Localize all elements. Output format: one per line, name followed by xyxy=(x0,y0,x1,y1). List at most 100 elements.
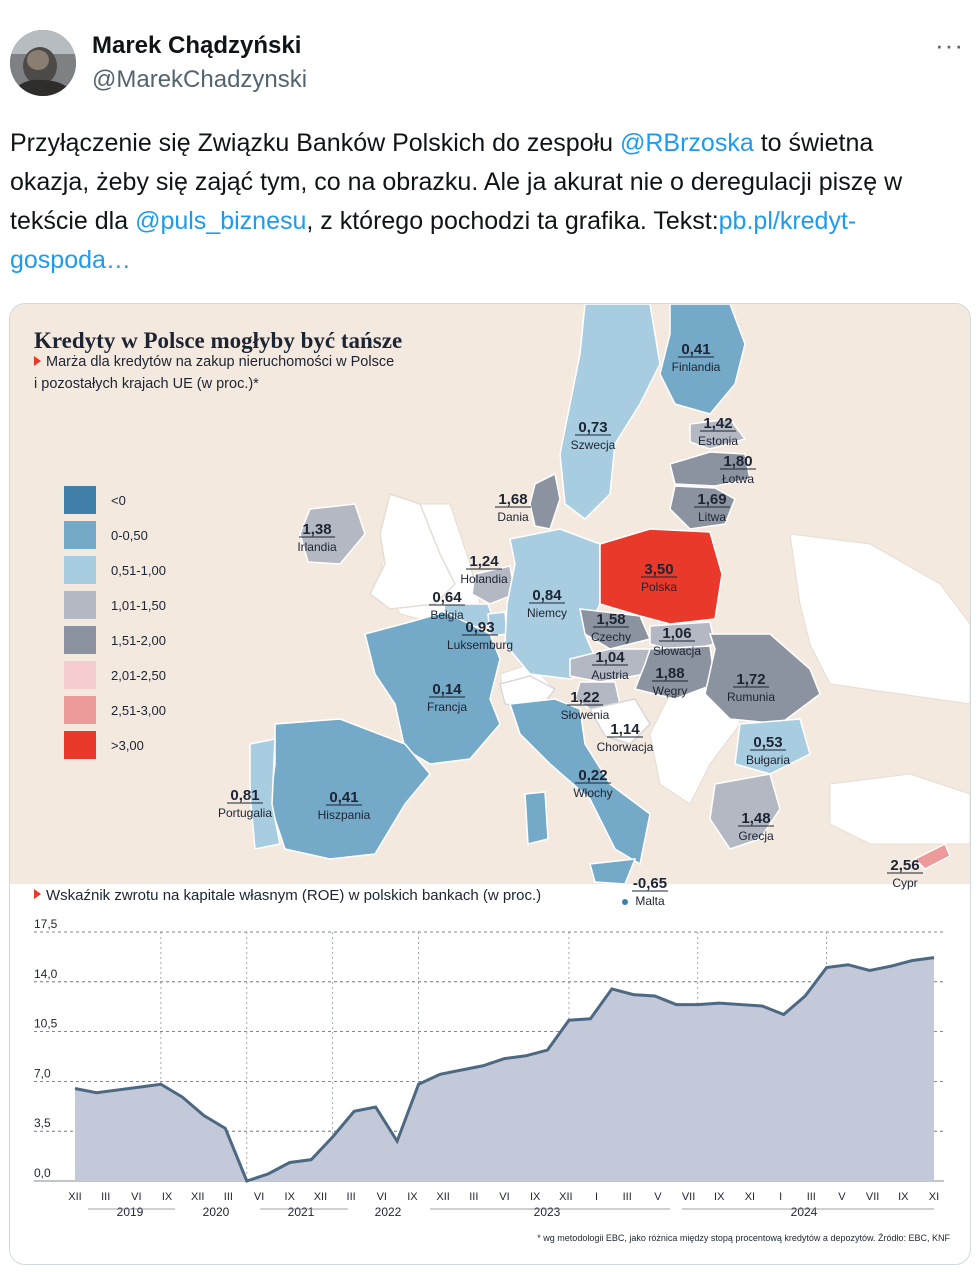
x-month-label: V xyxy=(838,1191,846,1203)
country-name: Belgia xyxy=(430,608,464,622)
x-month-label: IX xyxy=(898,1191,909,1203)
legend-label: 2,01-2,50 xyxy=(111,668,166,683)
author-name[interactable]: Marek Chądzyński xyxy=(92,32,302,59)
map-szwecja xyxy=(559,304,661,520)
country-name: Słowenia xyxy=(561,708,610,722)
tweet-image[interactable]: Kredyty w Polsce mogłyby być tańsze Marż… xyxy=(9,303,971,1265)
country-value: 0,22 xyxy=(578,767,607,784)
x-month-label: VII xyxy=(866,1191,879,1203)
country-value: 1,04 xyxy=(595,649,625,666)
legend-label: 0-0,50 xyxy=(111,528,148,543)
map-sycylia xyxy=(589,858,637,885)
x-month-label: VI xyxy=(254,1191,264,1203)
country-name: Węgry xyxy=(653,684,688,698)
country-name: Szwecja xyxy=(571,438,616,452)
legend-label: <0 xyxy=(111,493,126,508)
country-name: Dania xyxy=(497,510,529,524)
country-name: Finlandia xyxy=(672,360,721,374)
country-value: 0,84 xyxy=(532,587,562,604)
country-name: Litwa xyxy=(698,510,726,524)
x-year-label: 2019 xyxy=(117,1205,144,1219)
map-wielka-brytania xyxy=(369,493,456,610)
x-month-label: IX xyxy=(530,1191,541,1203)
legend-swatch xyxy=(64,731,96,759)
country-value: 1,80 xyxy=(723,453,752,470)
infographic-subtitle-1: Marża dla kredytów na zakup nieruchomośc… xyxy=(46,354,394,370)
x-month-label: I xyxy=(595,1191,598,1203)
country-value: 1,42 xyxy=(703,415,732,432)
x-month-label: VI xyxy=(131,1191,141,1203)
country-value: 2,56 xyxy=(890,857,919,874)
article-link[interactable]: pb.pl/kredyt-gospoda… xyxy=(10,207,857,274)
x-month-label: III xyxy=(469,1191,478,1203)
country-value: 0,93 xyxy=(465,619,494,636)
country-value: 0,73 xyxy=(578,419,607,436)
x-year-label: 2024 xyxy=(791,1205,818,1219)
country-value: 1,22 xyxy=(570,689,599,706)
roe-area xyxy=(75,957,934,1181)
x-month-label: XII xyxy=(436,1191,449,1203)
map-czechy xyxy=(579,608,652,650)
country-name: Hiszpania xyxy=(318,808,371,822)
x-month-label: III xyxy=(623,1191,632,1203)
legend-swatch xyxy=(64,556,96,584)
legend-swatch xyxy=(64,696,96,724)
roe-chart-title: Wskaźnik zwrotu na kapitale własnym (ROE… xyxy=(46,887,541,904)
country-value: 1,58 xyxy=(596,611,625,628)
country-name: Portugalia xyxy=(218,806,272,820)
legend-swatch xyxy=(64,591,96,619)
map-grecja xyxy=(709,773,781,850)
x-month-label: IX xyxy=(407,1191,418,1203)
map-wegry xyxy=(633,645,716,700)
map-countries xyxy=(249,304,951,905)
country-value: 1,24 xyxy=(469,553,499,570)
mention-puls-biznesu[interactable]: @puls_biznesu xyxy=(135,207,307,235)
x-month-label: IX xyxy=(714,1191,725,1203)
footnote: * wg metodologii EBC, jako różnica międz… xyxy=(537,1233,950,1243)
country-name: Włochy xyxy=(573,786,612,800)
country-value: 0,41 xyxy=(329,789,358,806)
country-value: 0,53 xyxy=(753,734,782,751)
x-month-label: VI xyxy=(377,1191,387,1203)
x-month-label: III xyxy=(101,1191,110,1203)
x-month-label: IX xyxy=(162,1191,173,1203)
y-tick-label: 17,5 xyxy=(34,917,58,931)
mention-rbrzoska[interactable]: @RBrzoska xyxy=(620,129,754,157)
author-handle[interactable]: @MarekChadzynski xyxy=(92,66,308,93)
country-name: Chorwacja xyxy=(597,740,654,754)
map-irlandia xyxy=(299,503,366,565)
x-month-label: IX xyxy=(285,1191,296,1203)
country-name: Słowacja xyxy=(653,644,701,658)
map-legend: <0 0-0,50 0,51-1,00 1,01-1,50 1,51-2,00 2,01-… xyxy=(64,486,166,759)
infographic-title: Kredyty w Polsce mogłyby być tańsze xyxy=(34,328,402,353)
x-month-label: XI xyxy=(745,1191,755,1203)
x-month-label: XII xyxy=(191,1191,204,1203)
legend-label: 1,01-1,50 xyxy=(111,598,166,613)
map-bulgaria xyxy=(734,718,811,775)
map-cypr xyxy=(913,842,951,870)
map-sardynia xyxy=(524,791,549,845)
map-dania xyxy=(529,472,561,530)
legend-label: 0,51-1,00 xyxy=(111,563,166,578)
legend-swatch xyxy=(64,661,96,689)
x-year-label: 2020 xyxy=(203,1205,230,1219)
map-francja xyxy=(364,611,501,765)
x-month-label: V xyxy=(654,1191,662,1203)
tweet-text-part: Przyłączenie się Związku Banków Polskich… xyxy=(10,129,620,157)
user-avatar[interactable] xyxy=(10,30,76,96)
x-month-label: I xyxy=(779,1191,782,1203)
more-options-icon[interactable]: ··· xyxy=(935,30,964,60)
map-wlochy xyxy=(508,698,651,866)
roe-line xyxy=(74,956,935,1183)
country-name: Austria xyxy=(591,668,629,682)
country-value: 1,06 xyxy=(662,625,691,642)
y-tick-label: 3,5 xyxy=(34,1116,51,1130)
tweet-text-part: , z którego pochodzi ta grafika. Tekst: xyxy=(306,207,719,235)
map-malta xyxy=(622,899,628,905)
x-month-label: XI xyxy=(929,1191,939,1203)
legend-label: >3,00 xyxy=(111,738,144,753)
tweet-text: Przyłączenie się Związku Banków Polskich… xyxy=(10,124,930,280)
legend-label: 1,51-2,00 xyxy=(111,633,166,648)
country-name: Estonia xyxy=(698,434,738,448)
x-month-label: III xyxy=(224,1191,233,1203)
